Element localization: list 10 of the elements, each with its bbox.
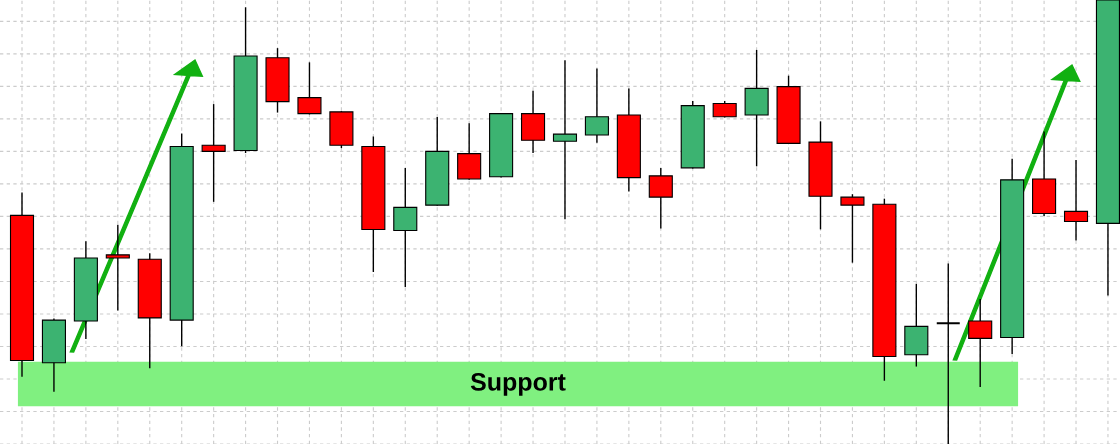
candlestick xyxy=(297,62,322,115)
candlestick xyxy=(105,224,130,311)
candlestick xyxy=(968,299,993,387)
candlestick xyxy=(584,68,609,143)
candlestick xyxy=(840,194,865,263)
candlestick xyxy=(648,168,673,229)
candlestick xyxy=(201,104,226,202)
band-label: Support xyxy=(470,373,566,396)
candlestick xyxy=(1063,160,1089,241)
candlestick xyxy=(393,168,418,288)
